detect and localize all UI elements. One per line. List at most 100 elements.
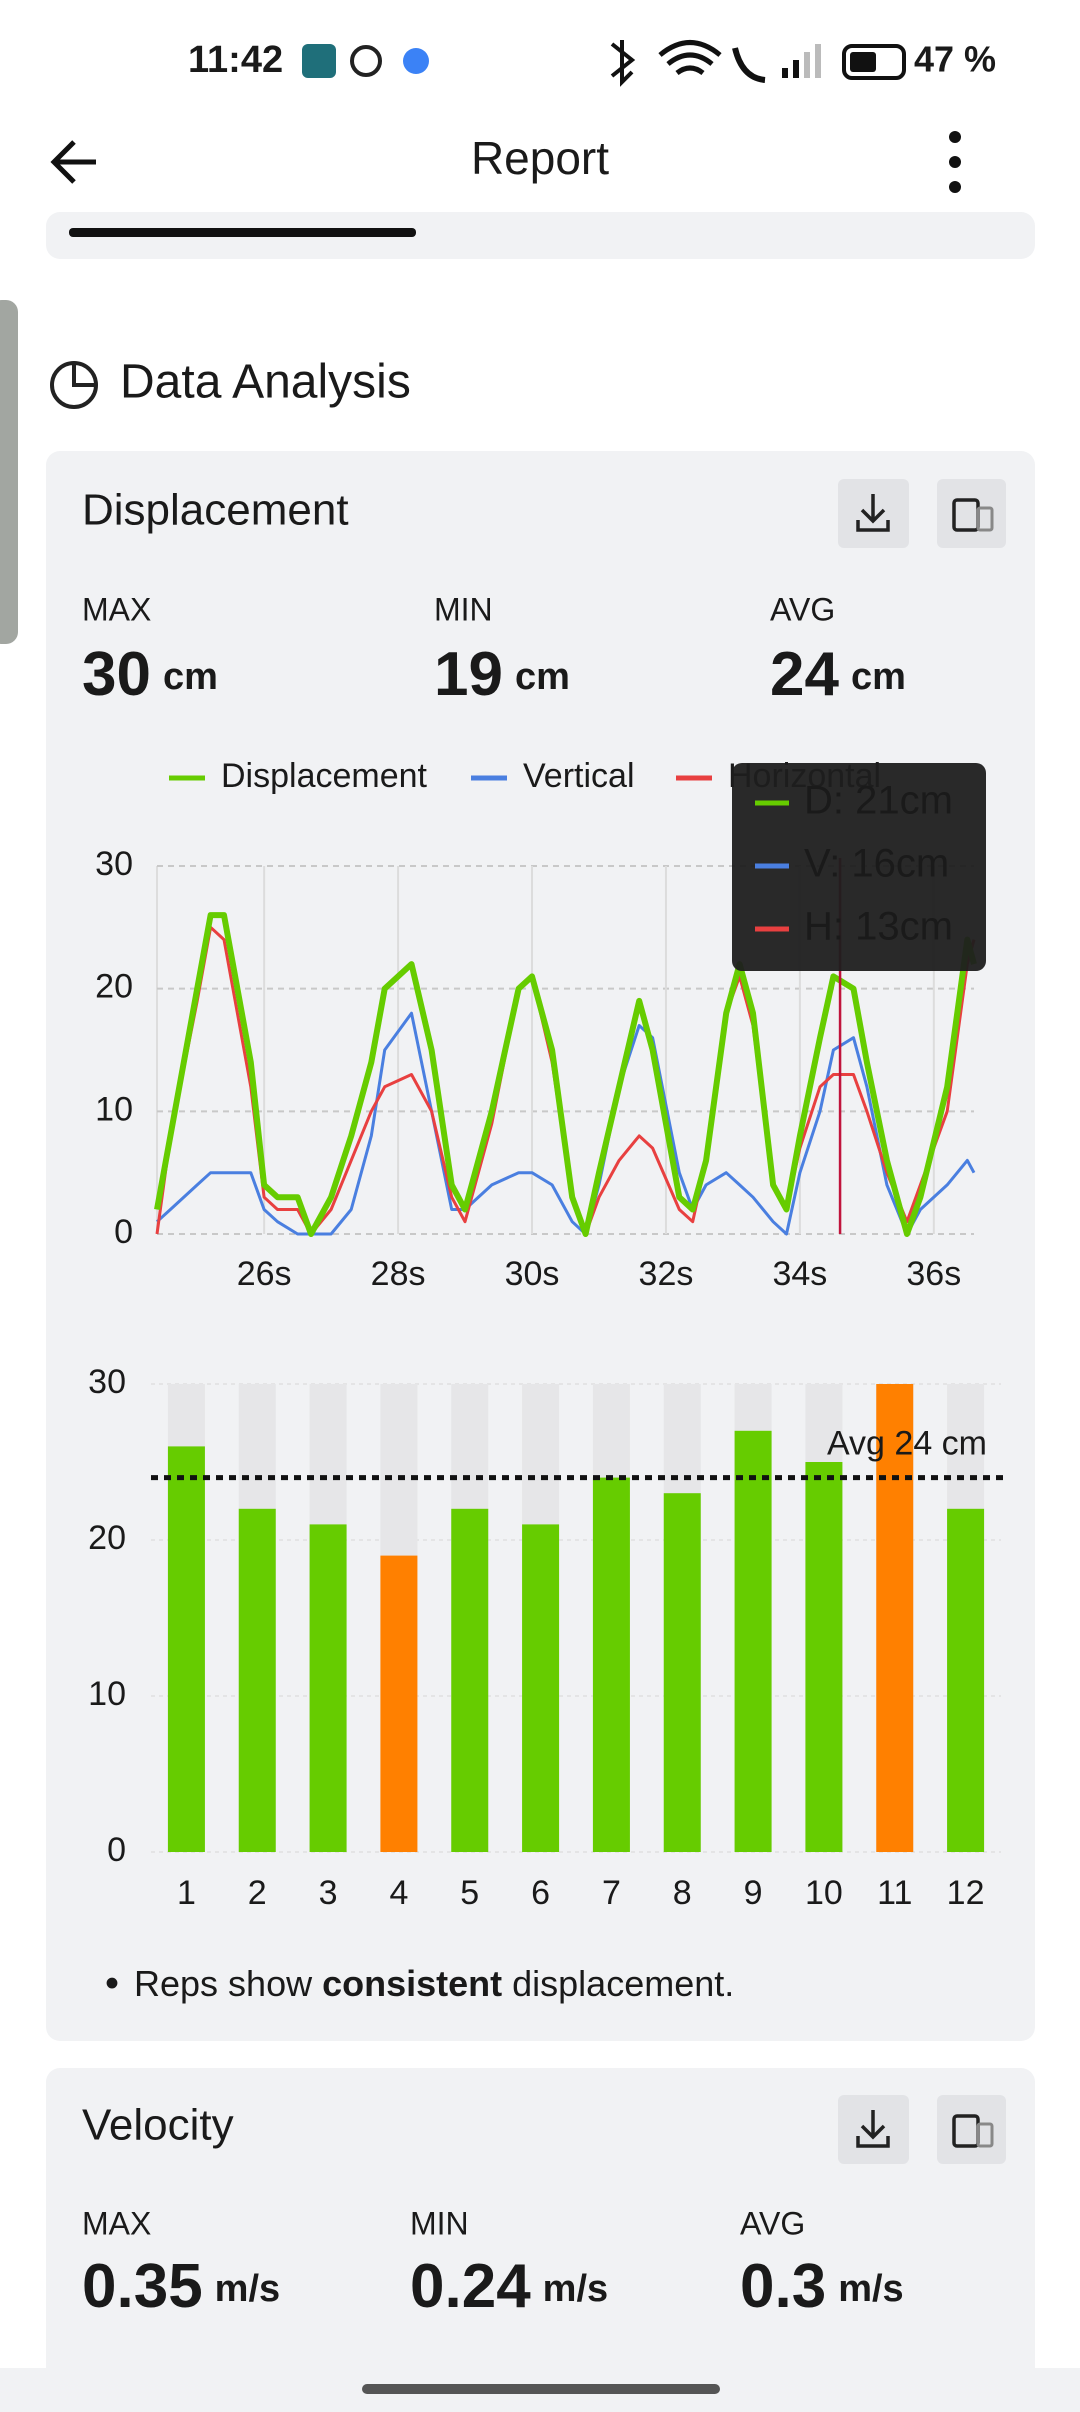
back-button[interactable] [50,140,96,184]
rotate-button[interactable] [937,2095,1006,2164]
card-title: Velocity [82,2101,234,2150]
tooltip-text: H: 13cm [804,905,953,949]
stat-label: AVG [770,591,835,627]
signal-icon [782,44,821,78]
y-tick-label: 0 [114,1213,133,1251]
x-tick-label: 3 [319,1874,338,1912]
stat-number: 0.3 [740,2252,826,2321]
x-tick-label: 7 [602,1874,621,1912]
download-button[interactable] [838,479,909,548]
battery-text: 47 % [914,39,996,80]
bar [876,1384,914,1852]
stat-value: 0.35 m/s [82,2252,280,2321]
legend-label: Vertical [523,757,635,795]
stat-number: 0.24 [410,2252,531,2321]
stat-label: AVG [740,2205,805,2241]
bar [592,1477,630,1852]
button-edge [69,228,416,237]
x-tick-label: 11 [877,1874,912,1912]
bluetooth-icon [610,40,636,87]
stat-value: 30 cm [82,640,218,709]
x-tick-label: 1 [177,1874,196,1912]
x-tick-label: 12 [947,1874,985,1912]
y-tick-label: 10 [88,1675,126,1713]
status-time: 11:42 [188,39,283,81]
side-tab[interactable] [0,300,18,644]
bar [947,1508,985,1852]
bar [238,1508,276,1852]
x-tick-label: 26s [237,1255,292,1293]
bullet: • [105,1962,119,2006]
y-tick-label: 20 [88,1519,126,1557]
section-icon [72,363,96,387]
app-icon [403,48,429,74]
bar [167,1446,205,1852]
stat-unit: cm [515,656,570,698]
battery-level [850,52,876,72]
stat-number: 19 [434,640,503,709]
more-button[interactable] [949,131,961,193]
stat-unit: m/s [838,2268,903,2310]
stat-label: MIN [434,591,493,627]
x-tick-label: 8 [673,1874,692,1912]
wifi-icon [658,40,722,76]
stat-value: 0.24 m/s [410,2252,608,2321]
legend-label: Displacement [221,757,428,795]
rotate-button[interactable] [937,479,1006,548]
bar [734,1430,772,1852]
bar [663,1493,701,1852]
y-tick-label: 20 [95,968,133,1006]
app-icon [350,45,382,77]
x-tick-label: 32s [639,1255,694,1293]
call-icon [732,47,766,83]
x-tick-label: 28s [371,1255,426,1293]
stat-label: MIN [410,2205,469,2241]
bar [805,1462,843,1852]
note-emphasis: consistent [322,1963,502,2004]
stat-number: 24 [770,640,839,709]
x-tick-label: 2 [248,1874,267,1912]
note-text: displacement. [502,1963,734,2004]
card-title: Displacement [82,486,349,535]
card [46,2068,1035,2412]
stat-unit: m/s [543,2268,608,2310]
stat-unit: cm [163,656,218,698]
note: Reps show consistent displacement. [134,1963,734,2004]
home-handle[interactable] [362,2384,720,2394]
section-title: Data Analysis [120,356,411,409]
x-tick-label: 6 [531,1874,550,1912]
x-tick-label: 36s [906,1255,961,1293]
card [46,212,1035,259]
y-tick-label: 30 [88,1363,126,1401]
tooltip-text: V: 16cm [804,842,949,886]
x-tick-label: 5 [460,1874,479,1912]
note-text: Reps show [134,1963,322,2004]
x-tick-label: 30s [505,1255,560,1293]
y-tick-label: 30 [95,845,133,883]
stat-number: 0.35 [82,2252,203,2321]
tooltip-text: D: 21cm [804,779,953,823]
tooltip [732,763,986,971]
x-tick-label: 34s [772,1255,827,1293]
stat-label: MAX [82,2205,151,2241]
bar [309,1524,347,1852]
y-tick-label: 10 [95,1090,133,1128]
average-label: Avg 24 cm [827,1425,987,1463]
y-tick-label: 0 [107,1831,126,1869]
x-tick-label: 10 [805,1874,843,1912]
header-title: Report [471,132,609,184]
bar [522,1524,560,1852]
bar [380,1555,418,1852]
stat-value: 19 cm [434,640,570,709]
stat-value: 0.3 m/s [740,2252,904,2321]
download-button[interactable] [838,2095,909,2164]
stat-unit: m/s [215,2268,280,2310]
app-icon [302,44,336,78]
x-tick-label: 9 [744,1874,763,1912]
x-tick-label: 4 [389,1874,408,1912]
stat-label: MAX [82,591,151,627]
stat-number: 30 [82,640,151,709]
stat-unit: cm [851,656,906,698]
stat-value: 24 cm [770,640,906,709]
